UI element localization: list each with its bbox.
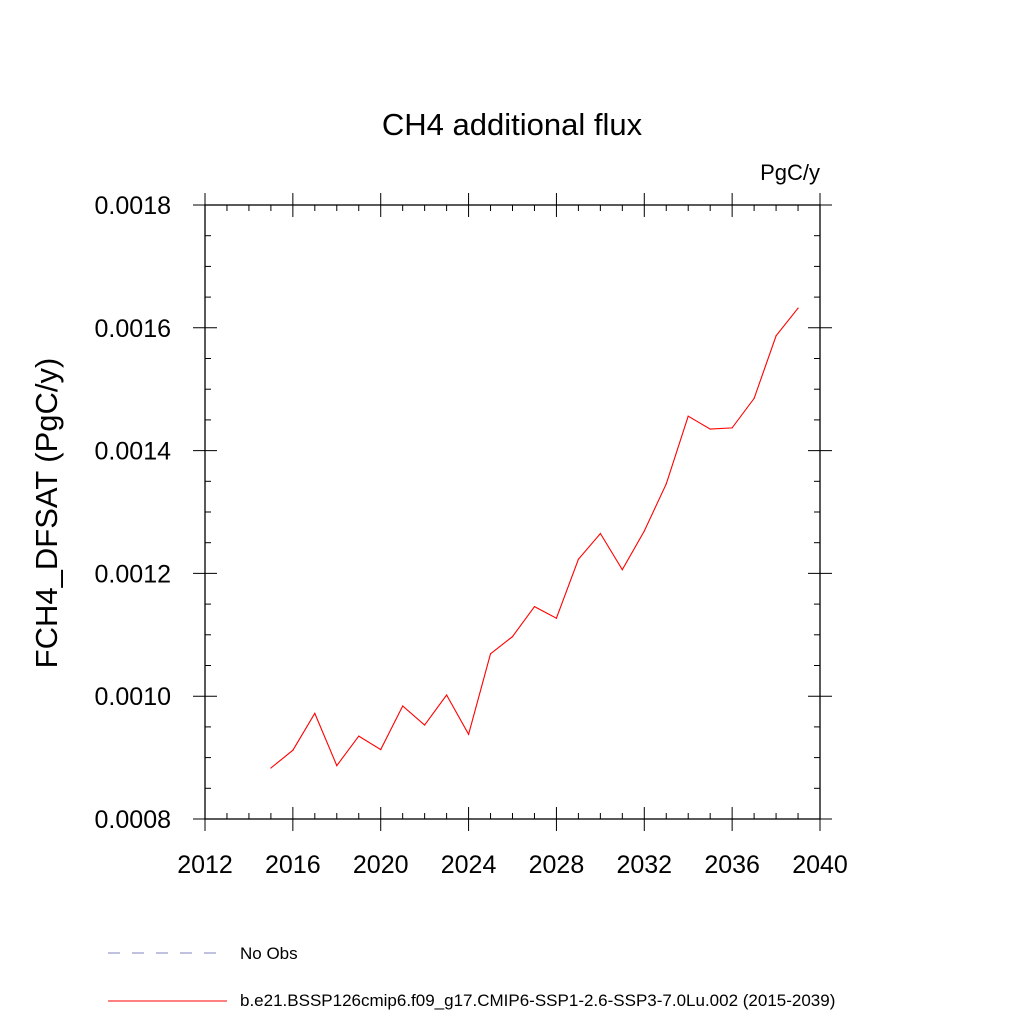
legend-label-no-obs: No Obs: [240, 944, 298, 963]
plot-frame: [204, 204, 821, 820]
x-tick-label: 2012: [177, 851, 233, 879]
y-tick-label: 0.0016: [95, 315, 171, 343]
data-point: [402, 705, 404, 707]
y-tick-label: 0.0018: [95, 192, 171, 220]
y-tick-label: 0.0008: [95, 806, 171, 834]
data-point: [467, 733, 470, 735]
x-tick-label: 2020: [353, 851, 409, 879]
data-point: [446, 694, 448, 696]
legend-label-model: b.e21.BSSP126cmip6.f09_g17.CMIP6-SSP1-2.…: [240, 991, 835, 1010]
axis-ticks: [193, 193, 832, 831]
data-point: [577, 558, 579, 560]
data-point: [709, 428, 711, 430]
x-tick-label: 2028: [529, 851, 585, 879]
x-tick-label: 2036: [704, 851, 760, 879]
chart-title: CH4 additional flux: [382, 107, 643, 142]
series-layer: [270, 307, 799, 769]
data-point: [314, 712, 316, 714]
x-tick-label: 2032: [616, 851, 672, 879]
data-point: [555, 617, 558, 619]
y-tick-label: 0.0014: [95, 438, 172, 466]
data-point: [489, 653, 492, 655]
data-point: [380, 749, 382, 751]
series-line: [270, 307, 799, 769]
data-point: [599, 532, 601, 535]
legend: No Obs b.e21.BSSP126cmip6.f09_g17.CMIP6-…: [108, 944, 835, 1010]
x-tick-label: 2016: [265, 851, 321, 879]
data-point: [511, 636, 514, 638]
data-point: [336, 764, 338, 767]
data-point: [643, 530, 645, 532]
y-tick-label: 0.0012: [95, 560, 171, 588]
data-point: [292, 749, 294, 751]
data-point: [424, 724, 426, 726]
data-point: [775, 335, 777, 337]
y-axis-label: FCH4_DFSAT (PgC/y): [29, 358, 64, 669]
units-label: PgC/y: [760, 160, 820, 185]
data-point: [753, 397, 755, 400]
data-point: [358, 735, 360, 737]
x-tick-label: 2024: [441, 851, 497, 879]
data-point: [533, 605, 536, 608]
data-point: [270, 767, 272, 769]
data-point: [687, 415, 689, 417]
data-point: [665, 483, 667, 485]
data-point: [797, 307, 799, 309]
data-point: [621, 569, 623, 571]
data-point: [731, 427, 733, 429]
tick-labels: 2012 2016 2020 2024 2028 2032 2036 2040 0.0008 0.…: [95, 192, 848, 879]
x-tick-label: 2040: [792, 851, 848, 879]
y-tick-label: 0.0010: [95, 683, 171, 711]
